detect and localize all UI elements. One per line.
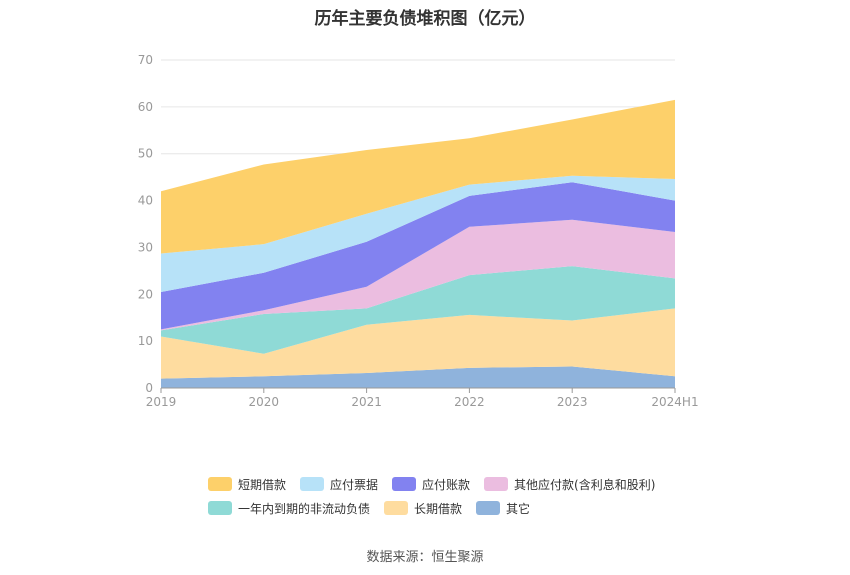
legend-item-accounts-payable[interactable]: 应付账款: [392, 476, 470, 493]
legend-item-short-term-loans[interactable]: 短期借款: [208, 476, 286, 493]
y-tick-label: 60: [138, 100, 153, 114]
y-tick-label: 50: [138, 147, 153, 161]
x-tick-label: 2024H1: [651, 395, 698, 409]
legend-item-current-noncurrent-liabilities[interactable]: 一年内到期的非流动负债: [208, 500, 370, 517]
y-tick-label: 0: [145, 381, 153, 395]
area-series: [161, 366, 675, 388]
x-tick-label: 2021: [351, 395, 382, 409]
area-series: [161, 99, 675, 254]
legend-swatch: [384, 501, 409, 515]
data-source-note: 数据来源：恒生聚源: [366, 550, 484, 565]
legend-label: 短期借款: [238, 477, 287, 492]
legend-label: 一年内到期的非流动负债: [238, 501, 371, 516]
legend-swatch: [484, 477, 509, 491]
legend-item-other-payables[interactable]: 其他应付款(含利息和股利): [484, 476, 655, 493]
legend-item-other[interactable]: 其它: [476, 500, 530, 517]
x-tick-label: 2023: [557, 395, 588, 409]
area-series: [161, 308, 675, 379]
area-series: [161, 175, 675, 292]
legend-swatch: [392, 477, 417, 491]
chart-plot: 0 10 20 30 40 50 60 70 2019 2020 2021 2022 2023 2024H…: [138, 53, 699, 409]
legend-swatch: [300, 477, 325, 491]
x-tick-label: 2019: [146, 395, 177, 409]
y-tick-label: 30: [138, 240, 153, 254]
legend-label: 其它: [506, 501, 531, 516]
legend-label: 长期借款: [414, 501, 463, 516]
legend-label: 应付票据: [330, 477, 379, 492]
legend-row-1: 短期借款 应付票据 应付账款 其他应付款(含利息和股利): [208, 472, 728, 496]
legend-swatch: [208, 477, 232, 491]
y-tick-label: 20: [138, 287, 153, 301]
area-series: [161, 182, 675, 330]
legend-swatch: [476, 501, 501, 515]
legend-label: 其他应付款(含利息和股利): [514, 477, 656, 492]
chart-title: 历年主要负债堆积图（亿元）: [314, 9, 536, 29]
legend-swatch: [208, 501, 232, 515]
y-tick-label: 40: [138, 194, 153, 208]
x-tick-label: 2022: [454, 395, 485, 409]
legend-item-notes-payable[interactable]: 应付票据: [300, 476, 378, 493]
chart-legend: 短期借款 应付票据 应付账款 其他应付款(含利息和股利) 一年内到期的非流动负债…: [208, 472, 728, 520]
y-tick-label: 70: [138, 53, 153, 67]
legend-row-2: 一年内到期的非流动负债 长期借款 其它: [208, 496, 728, 520]
area-series: [161, 219, 675, 331]
y-tick-label: 10: [138, 334, 153, 348]
area-series: [161, 266, 675, 354]
legend-label: 应付账款: [422, 477, 471, 492]
x-tick-label: 2020: [249, 395, 280, 409]
legend-item-long-term-loans[interactable]: 长期借款: [384, 500, 462, 517]
